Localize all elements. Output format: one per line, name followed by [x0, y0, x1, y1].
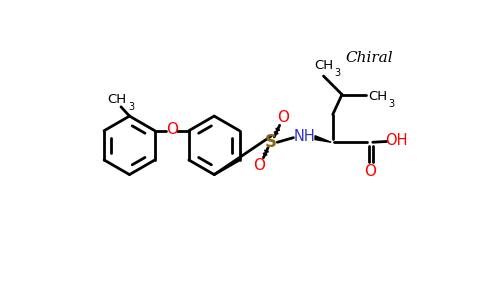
Text: OH: OH [385, 133, 407, 148]
Text: CH: CH [314, 59, 333, 72]
Polygon shape [315, 136, 331, 142]
Text: O: O [254, 158, 266, 173]
Text: 3: 3 [129, 102, 135, 112]
Text: 3: 3 [334, 68, 340, 78]
Text: O: O [277, 110, 289, 125]
Text: Chiral: Chiral [346, 51, 393, 64]
Text: NH: NH [293, 129, 315, 144]
Text: CH: CH [368, 90, 387, 103]
Text: O: O [364, 164, 377, 179]
Text: O: O [166, 122, 178, 137]
Text: S: S [265, 133, 277, 151]
Text: CH: CH [107, 93, 127, 106]
Text: 3: 3 [388, 99, 394, 109]
